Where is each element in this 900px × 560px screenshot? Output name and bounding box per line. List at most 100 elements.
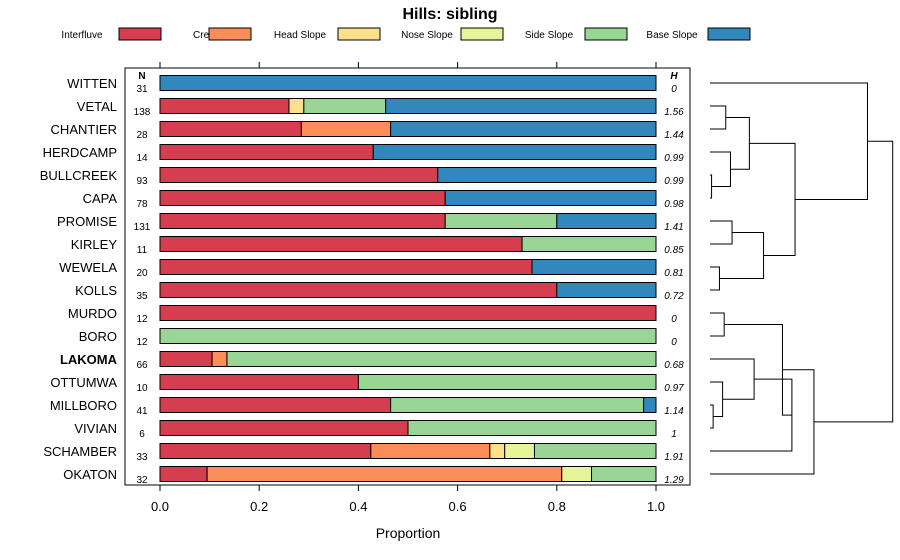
row-label: OKATON <box>63 467 117 482</box>
bar-segment-interfluve <box>159 374 359 390</box>
row-label: SCHAMBER <box>43 444 117 459</box>
n-value: 32 <box>136 475 148 486</box>
bar-segment-interfluve <box>159 144 374 160</box>
bar-segment-side-slope <box>407 420 657 436</box>
n-value: 12 <box>136 337 148 348</box>
bar-segment-side-slope <box>390 397 645 413</box>
row-label: WITTEN <box>67 76 117 91</box>
dendrogram-link <box>710 151 731 187</box>
n-value: 93 <box>136 176 148 187</box>
n-value: 35 <box>136 291 148 302</box>
n-value: 28 <box>136 130 148 141</box>
bar-segment-interfluve <box>159 98 290 114</box>
bar-segment-interfluve <box>159 443 372 459</box>
x-tick-label: 0.0 <box>151 499 169 514</box>
bar-segment-interfluve <box>159 259 533 275</box>
row-bullcreek: BULLCREEK 93 0.99 <box>40 167 684 187</box>
row-label: KOLLS <box>75 283 117 298</box>
bar-segment-crest <box>206 466 563 482</box>
n-value: 11 <box>137 245 148 256</box>
dendrogram-link <box>710 82 868 200</box>
bar-segment-head-slope <box>489 443 506 459</box>
h-value: 0.81 <box>664 268 683 279</box>
n-value: 131 <box>134 222 151 233</box>
dendrogram-link <box>749 142 796 256</box>
row-ottumwa: OTTUMWA 10 0.97 <box>50 374 684 394</box>
row-chantier: CHANTIER 28 1.44 <box>51 121 684 141</box>
h-value: 0.72 <box>664 291 684 302</box>
bar-segment-interfluve <box>159 167 439 183</box>
legend-label: Base Slope <box>646 30 698 41</box>
row-label: CAPA <box>83 191 118 206</box>
rows: WITTEN 31 0 VETAL 138 1.56 CHANTIER 28 1.44 HERDC… <box>40 75 684 486</box>
bar-segment-base-slope <box>390 121 657 137</box>
bar-segment-base-slope <box>643 397 657 413</box>
legend: Interfluve Crest Head Slope Nose Slope Side … <box>61 27 751 41</box>
legend-swatch <box>337 27 381 41</box>
n-value: 12 <box>136 314 148 325</box>
n-value: 31 <box>136 84 148 95</box>
bar-segment-interfluve <box>159 420 409 436</box>
x-axis-title: Proportion <box>376 525 441 541</box>
n-value: 66 <box>136 360 148 371</box>
h-value: 0.85 <box>664 245 684 256</box>
bar-segment-interfluve <box>159 397 392 413</box>
h-value: 0.99 <box>664 176 684 187</box>
bar-segment-side-slope <box>591 466 657 482</box>
legend-swatch <box>208 27 252 41</box>
legend-label: Nose Slope <box>401 30 453 41</box>
x-tick-label: 0.2 <box>250 499 268 514</box>
row-label: CHANTIER <box>51 122 117 137</box>
x-tick-label: 0.4 <box>349 499 367 514</box>
legend-swatch <box>707 27 751 41</box>
n-value: 41 <box>136 406 148 417</box>
row-murdo: MURDO 12 0 <box>68 305 677 325</box>
h-column-header: H <box>670 71 678 82</box>
n-value: 10 <box>136 383 148 394</box>
row-lakoma: LAKOMA 66 0.68 <box>60 351 684 371</box>
dendrogram-link <box>719 232 765 279</box>
n-value: 138 <box>134 107 151 118</box>
bar-segment-side-slope <box>533 443 657 459</box>
bar-segment-side-slope <box>303 98 387 114</box>
bar-segment-interfluve <box>159 236 523 252</box>
bar-segment-side-slope <box>521 236 657 252</box>
bar-segment-base-slope <box>556 213 657 229</box>
row-label: HERDCAMP <box>43 145 117 160</box>
n-value: 78 <box>136 199 148 210</box>
row-label: BULLCREEK <box>40 168 118 183</box>
bar-segment-crest <box>211 351 228 367</box>
plot-frame <box>124 67 691 486</box>
legend-swatch <box>118 27 162 41</box>
row-wewela: WEWELA 20 0.81 <box>59 259 684 279</box>
bar-segment-side-slope <box>159 328 657 344</box>
bar-segment-nose-slope <box>561 466 593 482</box>
row-label: VIVIAN <box>74 421 117 436</box>
x-tick-label: 0.6 <box>449 499 467 514</box>
x-tick-label: 0.8 <box>548 499 566 514</box>
row-label: WEWELA <box>59 260 117 275</box>
row-label: MURDO <box>68 306 117 321</box>
bar-segment-base-slope <box>385 98 657 114</box>
chart-title: Hills: sibling <box>402 6 497 23</box>
bar-segment-side-slope <box>444 213 558 229</box>
h-value: 1.41 <box>664 222 683 233</box>
row-promise: PROMISE 131 1.41 <box>57 213 684 233</box>
dendrogram-link <box>710 404 714 429</box>
row-label: KIRLEY <box>71 237 118 252</box>
row-witten: WITTEN 31 0 <box>67 75 677 95</box>
dendrogram-link <box>710 358 755 400</box>
dendrogram-link <box>710 174 713 199</box>
x-tick-label: 1.0 <box>647 499 665 514</box>
h-value: 1.56 <box>664 107 684 118</box>
row-capa: CAPA 78 0.98 <box>83 190 684 210</box>
bar-segment-base-slope <box>372 144 657 160</box>
bar-segment-interfluve <box>159 213 446 229</box>
bar-segment-crest <box>370 443 491 459</box>
h-value: 1.91 <box>664 452 683 463</box>
dendrogram-link <box>710 266 720 291</box>
row-vetal: VETAL 138 1.56 <box>77 98 684 118</box>
n-value: 6 <box>139 429 145 440</box>
n-value: 33 <box>136 452 148 463</box>
